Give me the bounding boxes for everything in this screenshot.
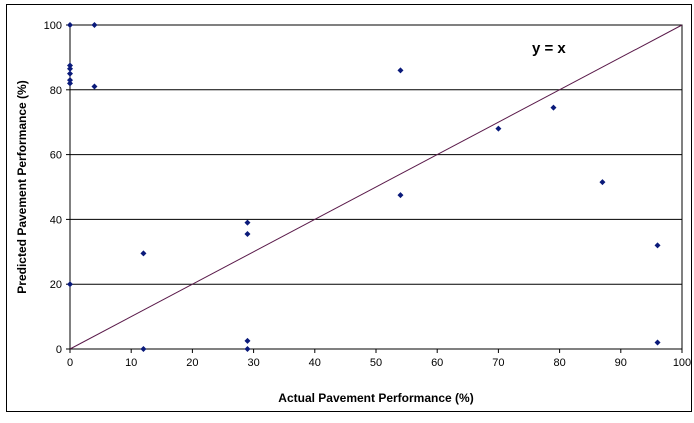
chart-frame [6, 4, 692, 412]
x-tick-label-60: 60 [431, 357, 443, 369]
data-point [654, 339, 661, 346]
y-tick-label-20: 20 [50, 279, 62, 291]
y-tick-label-100: 100 [44, 20, 62, 32]
data-point [67, 281, 73, 288]
data-point [397, 67, 404, 74]
data-point [550, 104, 557, 111]
x-tick-label-0: 0 [67, 357, 73, 369]
data-point [67, 80, 73, 87]
data-point [495, 125, 502, 132]
data-point [67, 62, 73, 69]
y-axis-title: Predicted Pavement Performance (%) [15, 80, 29, 293]
x-tick-label-80: 80 [553, 357, 565, 369]
x-tick-label-70: 70 [492, 357, 504, 369]
x-tick-label-10: 10 [125, 357, 137, 369]
annotation-y-equals-x: y = x [532, 40, 566, 57]
y-tick-label-40: 40 [50, 214, 62, 226]
x-axis-ticks: 0 10 20 30 40 50 60 70 80 90 100 [67, 349, 691, 369]
data-point [244, 346, 251, 352]
x-tick-label-90: 90 [615, 357, 627, 369]
x-tick-label-20: 20 [186, 357, 198, 369]
data-point [244, 337, 251, 344]
x-axis-title: Actual Pavement Performance (%) [278, 391, 473, 405]
data-point [244, 219, 251, 226]
data-point [599, 179, 606, 186]
data-point [91, 83, 98, 90]
data-point [67, 77, 73, 84]
y-tick-label-0: 0 [56, 344, 62, 356]
data-point [140, 346, 147, 352]
y-tick-label-80: 80 [50, 85, 62, 97]
data-point [397, 192, 404, 199]
x-tick-label-30: 30 [247, 357, 259, 369]
data-point [654, 242, 661, 249]
data-point [91, 22, 98, 28]
data-point [67, 65, 73, 72]
data-point [67, 22, 73, 28]
y-axis-ticks: 0 20 40 60 80 100 [44, 20, 70, 356]
x-tick-label-50: 50 [370, 357, 382, 369]
data-point [67, 70, 73, 77]
x-tick-label-40: 40 [309, 357, 321, 369]
data-point [244, 230, 251, 237]
y-tick-label-60: 60 [50, 150, 62, 162]
data-point [140, 250, 147, 257]
reference-line-y-equals-x [69, 24, 683, 350]
data-points [67, 22, 661, 352]
x-tick-label-100: 100 [673, 357, 691, 369]
